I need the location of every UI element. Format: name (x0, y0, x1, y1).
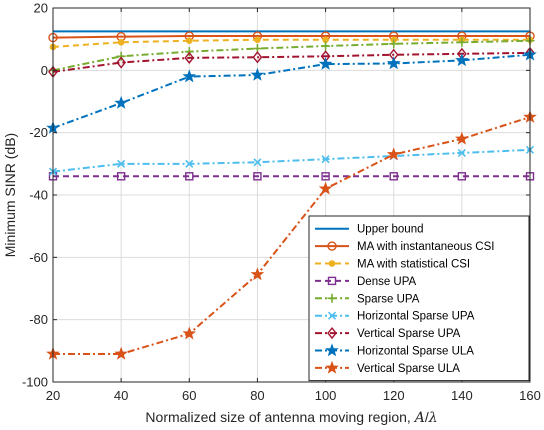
legend-label: MA with instantaneous CSI (357, 241, 494, 253)
data-point (250, 267, 265, 281)
data-point (116, 51, 126, 61)
data-point (254, 36, 261, 44)
data-point (184, 47, 194, 57)
y-tick-label: 20 (34, 1, 48, 16)
series-line (53, 116, 531, 355)
legend-marker (327, 241, 337, 251)
legend-item: Dense UPA (315, 276, 417, 288)
legend-item: Horizontal Sparse ULA (315, 343, 474, 358)
series-line (52, 148, 531, 173)
data-point (455, 131, 469, 145)
legend-item: Vertical Sparse ULA (315, 360, 460, 375)
data-point (114, 346, 128, 360)
data-point (318, 181, 333, 195)
y-tick-label: -20 (29, 125, 48, 140)
data-point (117, 159, 126, 168)
data-point (116, 56, 127, 69)
legend-item: MA with instantaneous CSI (315, 241, 494, 253)
legend-marker (328, 260, 336, 267)
data-point (386, 147, 401, 161)
data-point (386, 56, 401, 70)
x-axis-label-text: Normalized size of antenna moving region… (145, 409, 437, 426)
series-horizontal-sparse-upa (48, 145, 535, 176)
legend-marker (325, 343, 339, 357)
data-point (253, 172, 262, 181)
data-point (182, 326, 197, 340)
data-point (253, 158, 262, 167)
series-dense-upa (48, 172, 535, 181)
axis-ticks: 20 40 60 80 100 120 140 160 20 0 -20 -40 -60 -80 -100 (22, 1, 541, 404)
legend-label: MA with statistical CSI (357, 259, 470, 271)
x-tick-label: 40 (114, 388, 128, 403)
legend-label: Vertical Sparse ULA (357, 363, 460, 375)
data-point (114, 95, 128, 109)
legend-label: Horizontal Sparse UPA (357, 311, 475, 323)
data-point (457, 172, 467, 181)
legend-item: MA with statistical CSI (315, 259, 470, 271)
data-point (185, 172, 194, 181)
series-line (52, 39, 531, 72)
x-tick-label: 100 (315, 388, 337, 403)
data-point (318, 56, 333, 70)
data-point (457, 37, 467, 47)
legend-item: Sparse UPA (315, 293, 420, 305)
legend: Upper bound MA with instantaneous CSI MA w… (308, 215, 530, 382)
x-tick-label: 20 (46, 388, 60, 403)
x-tick-label: 60 (182, 388, 196, 403)
data-point (321, 155, 330, 164)
series-line (52, 51, 531, 73)
y-tick-label: -80 (29, 312, 48, 327)
data-point (116, 172, 126, 181)
legend-label: Horizontal Sparse ULA (357, 346, 474, 358)
x-axis-label: Normalized size of antenna moving region… (145, 409, 437, 426)
legend-label: Vertical Sparse UPA (357, 328, 461, 340)
data-point (182, 69, 197, 83)
data-point (117, 38, 125, 46)
legend-marker (327, 311, 337, 320)
legend-marker (327, 276, 337, 286)
data-point (252, 51, 263, 64)
data-point (321, 172, 330, 181)
data-point (321, 41, 331, 51)
data-point (185, 159, 194, 168)
x-tick-label: 80 (250, 388, 264, 403)
series-line (52, 38, 530, 48)
legend-marker (327, 326, 337, 340)
legend-marker (325, 360, 339, 374)
y-tick-label: -40 (29, 188, 48, 203)
legend-label: Sparse UPA (357, 293, 420, 305)
data-point (389, 172, 398, 181)
legend-item: Horizontal Sparse UPA (315, 311, 475, 323)
legend-label: Upper bound (357, 224, 424, 236)
legend-item: Upper bound (315, 224, 424, 236)
legend-item: Vertical Sparse UPA (315, 326, 461, 340)
legend-label: Dense UPA (357, 276, 417, 288)
data-point (457, 148, 466, 157)
series-line (52, 35, 530, 39)
x-tick-label: 120 (383, 388, 405, 403)
y-tick-label: -100 (22, 375, 48, 390)
data-point (184, 51, 195, 64)
data-point (389, 39, 399, 49)
y-tick-label: -60 (29, 250, 48, 265)
series-lines (46, 30, 537, 360)
y-tick-label: 0 (41, 63, 48, 78)
y-axis-label: Minimum SINR (dB) (2, 133, 18, 257)
legend-marker (327, 293, 337, 303)
series-horizontal-sparse-ula (46, 47, 537, 134)
series-line (52, 53, 531, 129)
data-point (455, 53, 469, 67)
x-tick-label: 140 (451, 388, 473, 403)
data-point (185, 37, 193, 45)
x-tick-label: 160 (519, 388, 541, 403)
data-point (250, 67, 265, 81)
